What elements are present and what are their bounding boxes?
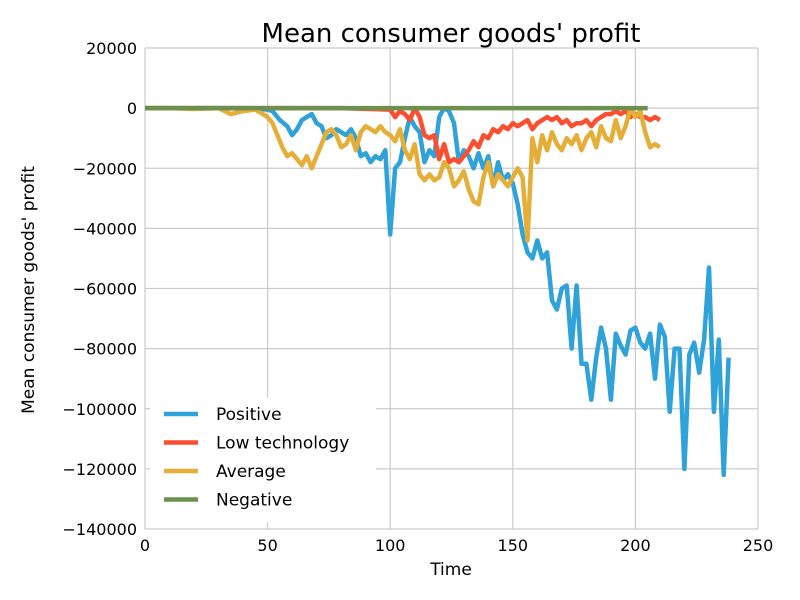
y-tick-label: −140000: [63, 520, 137, 539]
x-tick-label: 250: [743, 536, 774, 555]
series-lines: [145, 105, 731, 478]
y-axis-title: Mean consumer goods' profit: [19, 166, 39, 414]
y-tick-label: −100000: [63, 400, 137, 419]
x-tick-label: 100: [375, 536, 406, 555]
y-tick-label: 0: [127, 99, 137, 118]
y-tick-label: −80000: [73, 340, 137, 359]
legend-label: Negative: [216, 491, 292, 511]
y-tick-label: −120000: [63, 460, 137, 479]
legend-label: Average: [216, 462, 286, 482]
y-tick-label: −40000: [73, 219, 137, 238]
x-tick-label: 0: [140, 536, 150, 555]
x-tick-labels: 0 50 100 150 200 250: [140, 536, 773, 555]
series-line-average: [145, 105, 662, 243]
x-tick-label: 50: [257, 536, 277, 555]
chart-title: Mean consumer goods' profit: [262, 19, 641, 49]
series-line-positive: [145, 105, 731, 478]
x-tick-label: 200: [620, 536, 651, 555]
legend: Positive Low technology Average Negative: [150, 398, 376, 522]
y-tick-labels: 20000 0 −20000 −40000 −60000 −80000 −100000 −12…: [63, 39, 137, 539]
x-tick-label: 150: [498, 536, 529, 555]
y-tick-label: 20000: [86, 39, 137, 58]
legend-label: Low technology: [216, 434, 349, 454]
x-axis-title: Time: [429, 560, 472, 580]
y-tick-label: −20000: [73, 159, 137, 178]
legend-label: Positive: [216, 405, 282, 425]
y-tick-label: −60000: [73, 280, 137, 299]
